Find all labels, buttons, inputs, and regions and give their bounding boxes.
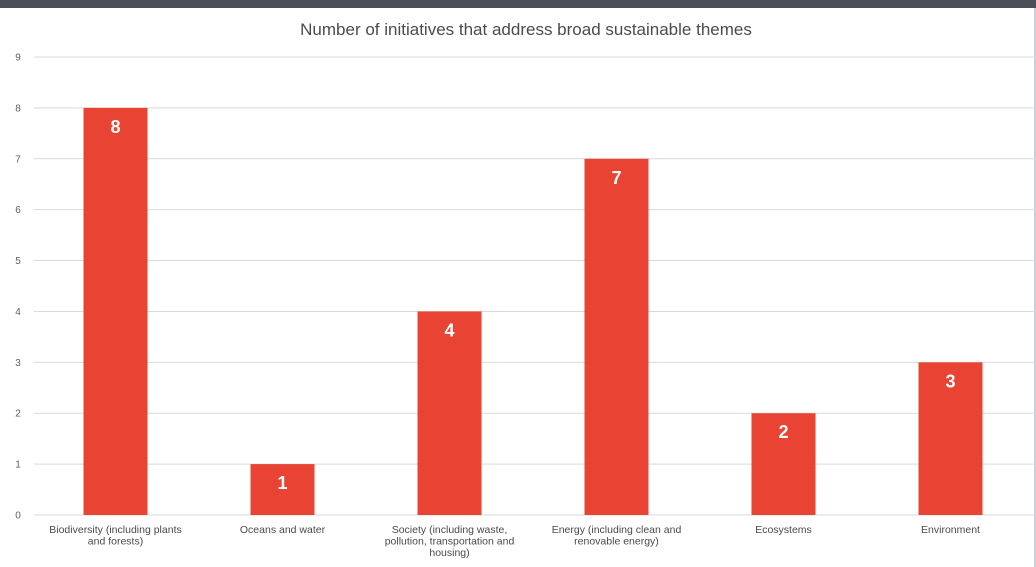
category-label: Society (including waste, pollution, tran… <box>385 524 515 559</box>
bar <box>918 362 983 515</box>
y-tick-label: 2 <box>15 409 21 420</box>
bars <box>83 107 983 515</box>
bar <box>250 464 315 515</box>
bar <box>751 413 816 515</box>
category-label: Energy (including clean and renovable ene… <box>552 524 682 548</box>
y-tick-label: 8 <box>15 103 21 114</box>
chart-title: Number of initiatives that address broad… <box>300 20 752 39</box>
gridlines <box>34 56 1036 516</box>
data-labels: 8 1 4 7 2 3 <box>110 117 955 493</box>
data-label: 7 <box>611 168 621 188</box>
y-tick-label: 5 <box>15 256 21 267</box>
data-label: 4 <box>444 320 454 340</box>
y-tick-label: 0 <box>15 511 21 522</box>
bar <box>417 311 482 515</box>
category-label: Environment <box>921 524 980 536</box>
y-tick-label: 1 <box>15 460 21 471</box>
y-axis-ticks: 0 1 2 3 4 5 6 7 8 9 <box>15 53 21 522</box>
window-right-edge <box>1034 8 1036 567</box>
data-label: 1 <box>277 473 287 493</box>
category-labels: Biodiversity (including plants and forest… <box>49 524 980 559</box>
y-tick-label: 7 <box>15 154 21 165</box>
y-tick-label: 6 <box>15 205 21 216</box>
y-tick-label: 4 <box>15 307 21 318</box>
data-label: 8 <box>110 117 120 137</box>
y-tick-label: 3 <box>15 358 21 369</box>
y-tick-label: 9 <box>15 53 21 64</box>
data-label: 3 <box>945 371 955 391</box>
bar <box>584 158 649 515</box>
window-top-bar <box>0 0 1036 8</box>
category-label: Ecosystems <box>755 524 812 536</box>
data-label: 2 <box>778 422 788 442</box>
category-label: Oceans and water <box>240 524 326 536</box>
bar <box>83 107 148 515</box>
category-label: Biodiversity (including plants and forest… <box>49 524 181 548</box>
